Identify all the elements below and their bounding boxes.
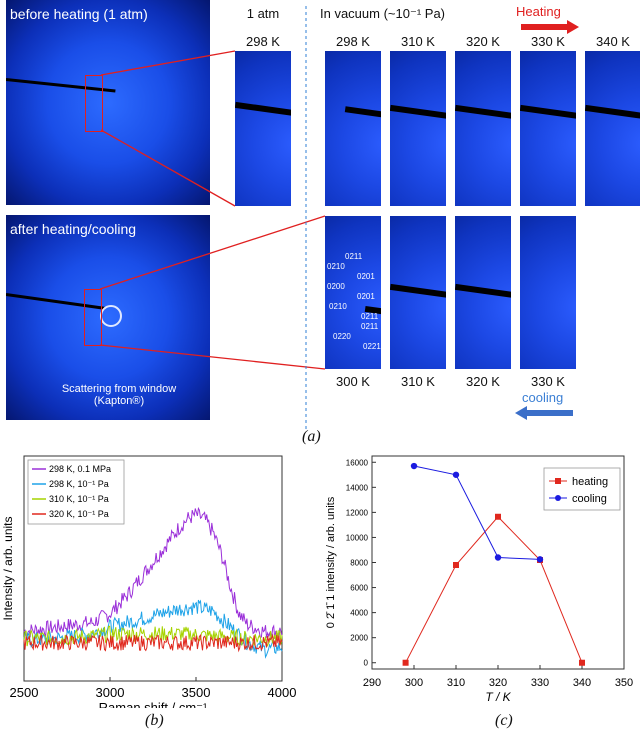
strip-vac-340	[585, 51, 640, 206]
ylabel-c: 0 2̄ 1̄ 1 intensity / arb. units	[325, 496, 337, 628]
legend-label-c-1: cooling	[572, 493, 607, 505]
point-heating-0	[402, 659, 409, 666]
strip-vac-298	[325, 51, 381, 206]
cooling-label: cooling	[522, 390, 564, 405]
panel-b-label: (b)	[145, 712, 164, 729]
top-temp-5: 330 K	[531, 34, 565, 49]
zoom-box-bottom	[84, 289, 102, 346]
xlabel-c: T / K	[485, 690, 511, 704]
cooling-arrow	[515, 406, 573, 420]
legend-label-b-1: 298 K, 10⁻¹ Pa	[49, 479, 109, 489]
before-heating-pattern: before heating (1 atm)	[6, 0, 210, 205]
ytick-label-c-7: 14000	[346, 483, 369, 492]
xtick-label-b-2: 3500	[182, 685, 211, 700]
bottom-temp-2: 310 K	[401, 374, 435, 389]
panel-c-label: (c)	[495, 712, 513, 729]
top-temp-2: 298 K	[336, 34, 370, 49]
xtick-label-c-3: 320	[489, 677, 507, 689]
strip-vac-320	[455, 51, 511, 206]
ytick-label-c-3: 6000	[350, 584, 368, 593]
strip-cool-300: 0211 0210 0201 0200 0201 0210 0211 0211 …	[325, 216, 381, 369]
strip-cool-310	[390, 216, 446, 369]
xlabel-b: Raman shift / cm⁻¹	[99, 700, 208, 708]
panel-a-label: (a)	[302, 428, 321, 445]
scatter-note: Scattering from window (Kapton®)	[61, 383, 177, 407]
ytick-label-c-2: 4000	[350, 609, 368, 618]
legend-label-b-3: 320 K, 10⁻¹ Pa	[49, 509, 109, 519]
point-cooling-0	[410, 462, 418, 470]
strip-cool-330	[520, 216, 576, 369]
xtick-label-c-0: 290	[363, 677, 381, 689]
xtick-label-c-2: 310	[447, 677, 465, 689]
point-cooling-2	[494, 554, 502, 561]
xtick-label-c-1: 300	[405, 677, 423, 689]
legend-marker-c-1	[555, 495, 561, 501]
strip-cool-320	[455, 216, 511, 369]
after-heating-caption: after heating/cooling	[10, 221, 137, 237]
strip-vac-330	[520, 51, 576, 206]
ytick-label-c-8: 16000	[346, 458, 369, 467]
xtick-label-b-3: 4000	[268, 685, 297, 700]
vacuum-header: In vacuum (~10⁻¹ Pa)	[320, 6, 445, 21]
series-line-b-1	[23, 599, 283, 659]
point-heating-4	[579, 659, 585, 666]
series-line-b-3	[23, 633, 283, 653]
bottom-temp-4: 330 K	[531, 374, 565, 389]
legend-c	[543, 467, 621, 511]
point-heating-1	[453, 562, 459, 569]
heating-arrow	[521, 20, 579, 34]
ytick-label-c-5: 10000	[346, 533, 369, 542]
bottom-temp-3: 320 K	[466, 374, 500, 389]
legend-label-b-2: 310 K, 10⁻¹ Pa	[49, 494, 109, 504]
zoom-box-top	[85, 75, 103, 132]
bottom-temp-1: 300 K	[336, 374, 370, 389]
legend-label-b-0: 298 K, 0.1 MPa	[49, 464, 111, 474]
legend-label-c-0: heating	[572, 476, 608, 488]
point-cooling-3	[536, 556, 544, 563]
before-heating-caption: before heating (1 atm)	[10, 6, 148, 22]
strip-1atm-298	[235, 51, 291, 206]
top-temp-1: 298 K	[246, 34, 280, 49]
ytick-label-c-0: 0	[364, 659, 369, 668]
legend-marker-c-0	[555, 478, 561, 484]
top-temp-4: 320 K	[466, 34, 500, 49]
after-heating-pattern: after heating/cooling Scattering from wi…	[6, 215, 210, 420]
zoom-leader-lines	[99, 6, 326, 430]
ytick-label-c-6: 12000	[346, 508, 369, 517]
atm-header: 1 atm	[246, 6, 280, 21]
top-temp-6: 340 K	[596, 34, 630, 49]
xtick-label-c-5: 340	[573, 677, 591, 689]
point-heating-2	[495, 513, 501, 520]
intensity-vs-temperature-chart: 290 300 310 320 330 340 350 0 2000 4000 6000 8000 10…	[325, 455, 633, 704]
ylabel-b: Intensity / arb. units	[1, 516, 15, 620]
heating-label: Heating	[516, 4, 561, 19]
ytick-label-c-4: 8000	[350, 559, 368, 568]
point-cooling-1	[452, 471, 460, 478]
series-line-c-1	[413, 465, 541, 560]
strip-vac-310	[390, 51, 446, 206]
xtick-label-c-4: 330	[531, 677, 549, 689]
xtick-label-b-0: 2500	[10, 685, 39, 700]
xtick-label-b-1: 3000	[96, 685, 125, 700]
xtick-label-c-6: 350	[615, 677, 633, 689]
top-temp-3: 310 K	[401, 34, 435, 49]
ytick-label-c-1: 2000	[350, 634, 368, 643]
raman-spectrum-chart: 2500 3000 3500 4000 Raman shift / cm⁻¹ Intens…	[1, 455, 297, 708]
